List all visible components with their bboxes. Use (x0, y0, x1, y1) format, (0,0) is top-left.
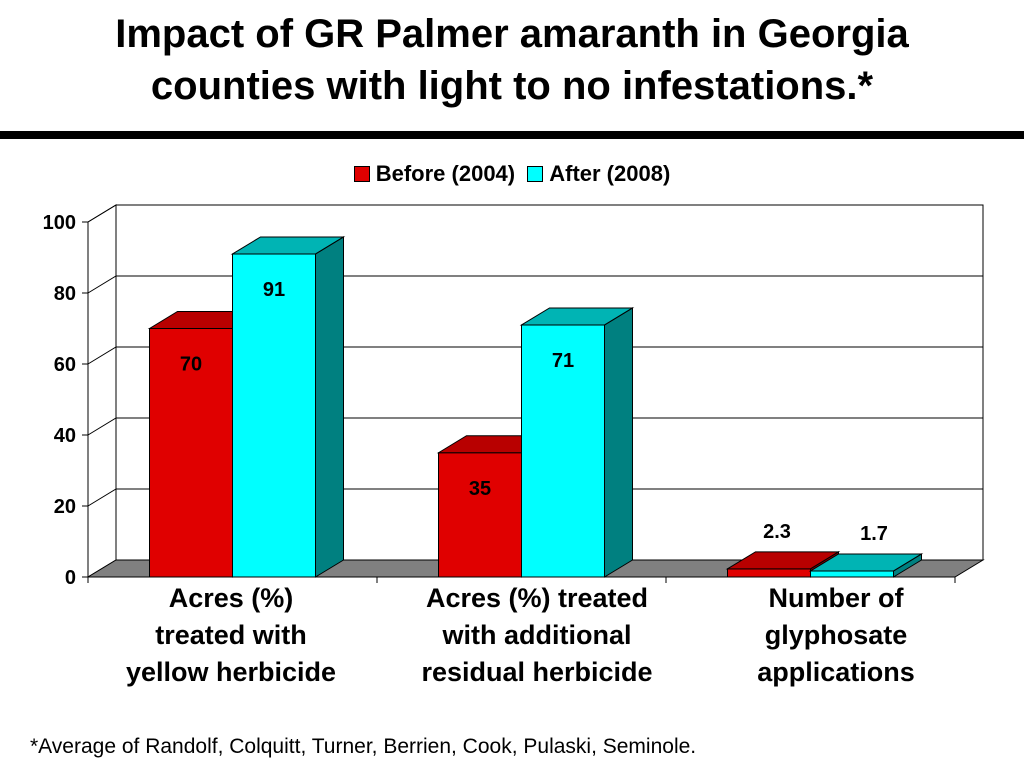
category-label-2-line-2: with additional (442, 620, 632, 650)
category-label-2-line-1: Acres (%) treated (425, 583, 649, 613)
y-tick-label: 20 (54, 496, 76, 518)
data-label: 70 (180, 354, 202, 376)
y-gridline (87, 488, 983, 507)
category-label-2-line-3: residual herbicide (421, 657, 653, 687)
bar (521, 324, 605, 578)
y-gridline (87, 417, 983, 436)
category-label-1-line-3: yellow herbicide (125, 657, 337, 687)
y-gridline (87, 275, 983, 294)
bar-side (315, 236, 344, 578)
legend-item-after: After (2008) (527, 160, 670, 188)
bar (727, 568, 811, 578)
legend-label-after: After (2008) (549, 161, 671, 186)
slide-title-line-1: Impact of GR Palmer amaranth in Georgia (115, 12, 909, 56)
y-tick-label: 60 (54, 354, 76, 376)
slide-title-line-2: counties with light to no infestations.* (150, 64, 874, 108)
chart-side-wall (87, 204, 117, 578)
data-label: 2.3 (763, 521, 791, 543)
legend-label-before: Before (2004) (375, 161, 516, 186)
bar (232, 253, 316, 578)
chart-legend: Before (2004) After (2008) (0, 160, 1024, 188)
category-label-3-line-2: glyphosate (764, 620, 908, 650)
data-label: 35 (469, 478, 491, 500)
y-tick-label: 80 (54, 283, 76, 305)
legend-swatch-after (527, 166, 544, 182)
y-gridline (87, 204, 983, 223)
y-tick-label: 0 (65, 567, 76, 589)
category-label-3-line-3: applications (757, 657, 915, 687)
category-label-1-line-1: Acres (%) (168, 583, 294, 613)
bar-top (519, 307, 635, 326)
data-label: 1.7 (860, 523, 888, 545)
data-label: 71 (552, 350, 574, 372)
bar (810, 570, 894, 578)
bar-top (725, 551, 841, 570)
bar-side (604, 307, 633, 578)
category-label-1-line-2: treated with (155, 620, 307, 650)
data-label: 91 (263, 279, 285, 301)
title-divider (0, 131, 1024, 139)
category-label-3-line-1: Number of (768, 583, 904, 613)
legend-item-before: Before (2004) (353, 160, 516, 188)
y-gridline (87, 346, 983, 365)
category-label-1: Acres (%) treated with yellow herbicide (101, 580, 361, 691)
slide-title: Impact of GR Palmer amaranth in Georgia … (0, 8, 1024, 112)
y-tick-label: 100 (43, 212, 76, 234)
bar-top (230, 236, 346, 255)
category-label-3: Number of glyphosate applications (706, 580, 966, 691)
bar-top (808, 553, 924, 572)
category-label-2: Acres (%) treated with additional residu… (407, 580, 667, 691)
footnote: *Average of Randolf, Colquitt, Turner, B… (30, 735, 697, 758)
legend-swatch-before (353, 166, 370, 182)
y-tick-label: 40 (54, 425, 76, 447)
bar (438, 452, 522, 578)
